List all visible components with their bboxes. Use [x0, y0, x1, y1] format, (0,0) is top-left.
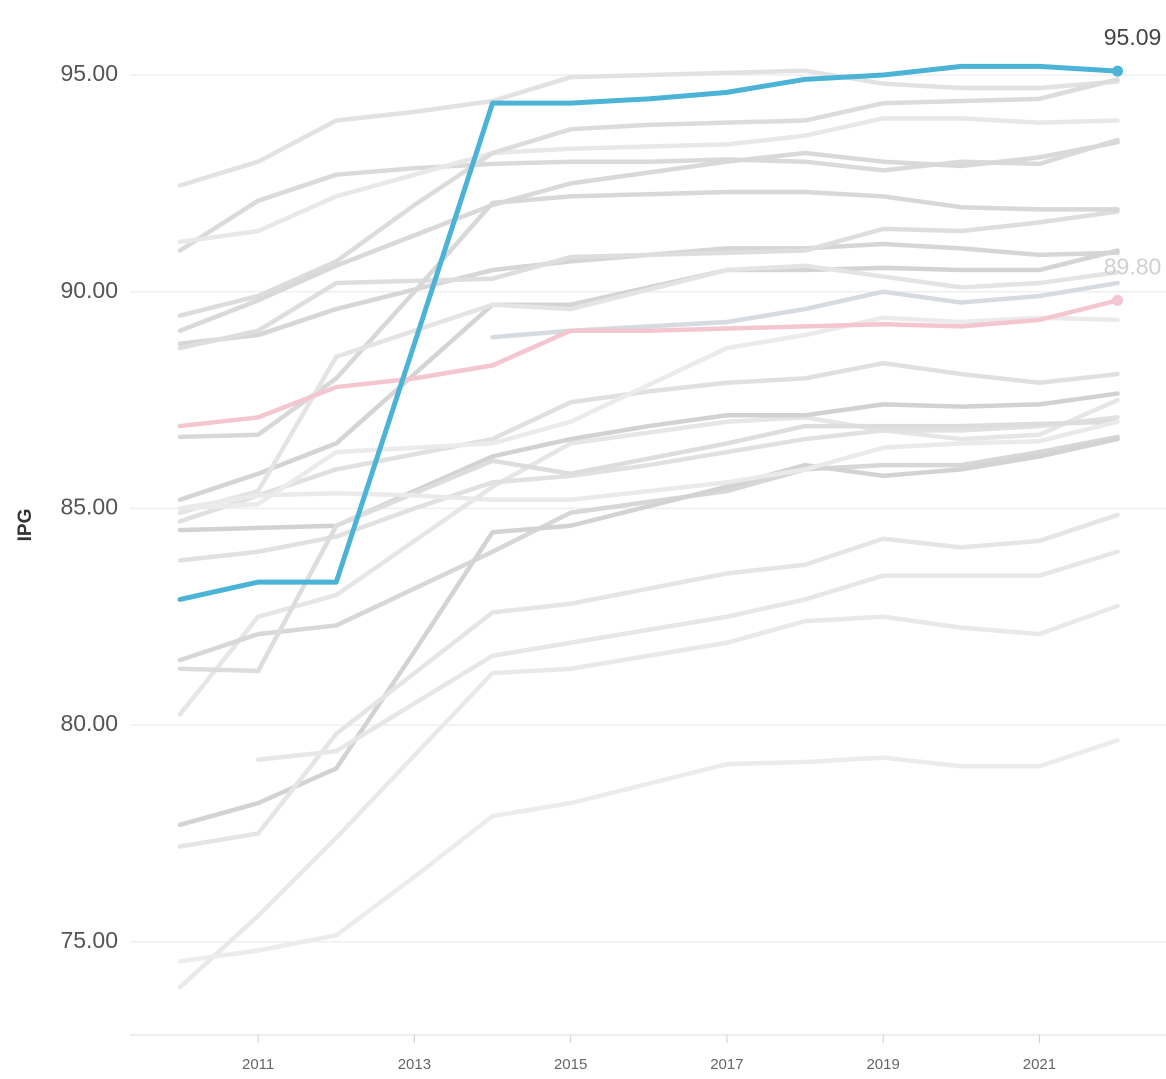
- data-label: 89.80: [1104, 253, 1162, 279]
- series-line: [177, 419, 1120, 674]
- series-line: [177, 189, 1120, 440]
- series-line: [177, 77, 1120, 318]
- end-point: [1112, 65, 1124, 77]
- series-line: [177, 137, 1120, 253]
- series-line: [255, 549, 1120, 763]
- end-point: [1112, 294, 1124, 306]
- x-tick-label: 2021: [1023, 1056, 1056, 1073]
- y-tick-label: 90.00: [60, 277, 118, 303]
- x-tick-label: 2015: [554, 1056, 587, 1073]
- series-line: [177, 209, 1120, 351]
- x-tick-label: 2011: [242, 1056, 274, 1073]
- series-line: [177, 139, 1120, 333]
- y-tick-label: 80.00: [60, 710, 118, 736]
- series-line: [177, 298, 1120, 429]
- series-line: [177, 68, 1120, 188]
- series-line: [177, 315, 1120, 511]
- series-line: [177, 116, 1120, 245]
- series-line: [177, 360, 1120, 524]
- y-tick-label: 75.00: [60, 927, 118, 953]
- y-axis-label: IPG: [15, 509, 36, 542]
- series-line: [177, 738, 1120, 964]
- series-line: [177, 512, 1120, 849]
- series-line: [177, 397, 1120, 717]
- series-line: [177, 436, 1120, 828]
- x-tick-label: 2017: [710, 1056, 743, 1073]
- series-line: [177, 434, 1120, 663]
- series-line: [177, 63, 1121, 602]
- y-tick-label: 95.00: [60, 60, 118, 86]
- x-tick-label: 2019: [866, 1056, 899, 1073]
- series-line: [177, 603, 1120, 990]
- series-line: [177, 415, 1120, 563]
- y-tick-label: 85.00: [60, 493, 118, 519]
- x-tick-label: 2013: [398, 1056, 431, 1073]
- data-label: 95.09: [1104, 24, 1162, 50]
- series-line: [177, 419, 1120, 511]
- series-line: [177, 263, 1120, 515]
